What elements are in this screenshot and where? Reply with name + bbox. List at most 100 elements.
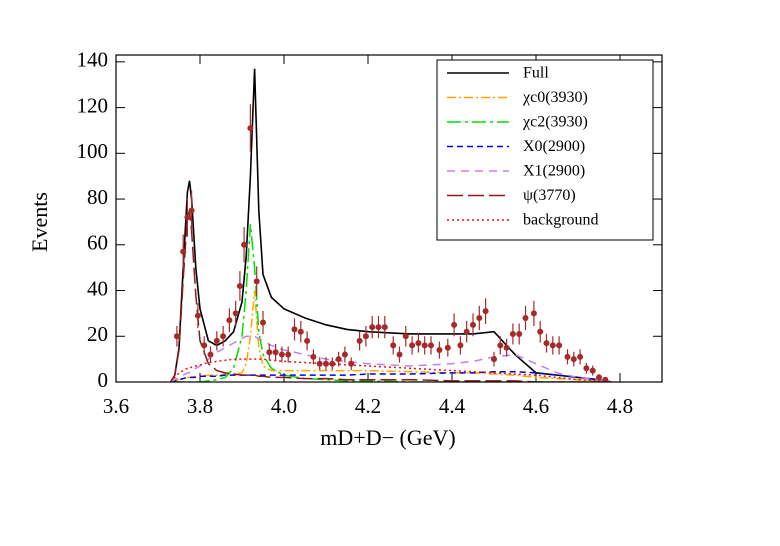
legend-label: X1(2900) bbox=[523, 163, 585, 180]
x-tick-label: 4.4 bbox=[439, 394, 466, 418]
data-point bbox=[396, 351, 403, 358]
data-point bbox=[310, 353, 317, 360]
plot-area bbox=[169, 68, 612, 382]
data-point bbox=[503, 344, 510, 351]
data-point bbox=[335, 356, 342, 363]
y-tick-label: 40 bbox=[87, 276, 108, 300]
data-point bbox=[596, 374, 602, 381]
data-point bbox=[570, 356, 577, 363]
x-tick-label: 4.6 bbox=[523, 394, 549, 418]
data-point bbox=[436, 346, 443, 353]
data-point bbox=[220, 333, 227, 340]
data-point bbox=[207, 351, 214, 358]
data-point bbox=[253, 278, 260, 285]
data-point bbox=[247, 125, 254, 132]
legend-label: ψ(3770) bbox=[523, 187, 576, 204]
data-point bbox=[297, 328, 304, 335]
data-point bbox=[213, 337, 220, 344]
data-point bbox=[491, 356, 497, 363]
data-point bbox=[543, 340, 550, 347]
data-point bbox=[381, 324, 388, 331]
data-point bbox=[463, 328, 470, 335]
data-point bbox=[564, 353, 571, 360]
data-point bbox=[470, 321, 476, 328]
data-point bbox=[522, 314, 529, 321]
data-point bbox=[549, 342, 556, 349]
curve bbox=[170, 224, 612, 382]
data-point bbox=[323, 360, 329, 367]
data-point bbox=[291, 326, 298, 333]
data-point bbox=[184, 214, 191, 221]
data-point bbox=[509, 330, 516, 337]
data-point bbox=[457, 342, 464, 349]
data-point bbox=[201, 342, 208, 349]
data-point bbox=[180, 248, 187, 255]
data-point bbox=[188, 207, 195, 214]
data-point bbox=[304, 337, 311, 344]
data-point bbox=[375, 324, 382, 331]
curve bbox=[169, 210, 612, 382]
data-point bbox=[348, 360, 355, 367]
data-point bbox=[356, 337, 363, 344]
data-point bbox=[476, 314, 483, 321]
data-point bbox=[583, 365, 590, 372]
curve bbox=[169, 68, 612, 382]
data-point bbox=[421, 342, 428, 349]
data-point bbox=[278, 351, 285, 358]
data-point bbox=[362, 333, 369, 340]
legend-label: χc2(3930) bbox=[522, 114, 588, 131]
y-tick-label: 80 bbox=[87, 185, 108, 209]
y-tick-label: 100 bbox=[77, 139, 109, 163]
data-point bbox=[341, 351, 348, 358]
y-tick-label: 20 bbox=[87, 322, 108, 346]
legend-label: X0(2900) bbox=[523, 138, 585, 155]
data-point bbox=[577, 353, 584, 360]
data-point bbox=[241, 241, 248, 248]
data-point bbox=[451, 321, 458, 328]
data-point bbox=[497, 342, 504, 349]
x-tick-label: 4.2 bbox=[355, 394, 381, 418]
data-point bbox=[444, 344, 451, 351]
curve bbox=[170, 335, 612, 382]
data-point bbox=[516, 330, 523, 337]
y-tick-label: 0 bbox=[98, 368, 109, 392]
y-axis-label: Events bbox=[27, 192, 52, 252]
legend-box bbox=[436, 59, 654, 241]
data-point bbox=[266, 349, 273, 356]
x-tick-label: 3.8 bbox=[187, 394, 213, 418]
data-point bbox=[415, 340, 422, 347]
x-tick-label: 4.0 bbox=[271, 394, 297, 418]
data-point bbox=[482, 308, 489, 315]
data-point bbox=[232, 310, 239, 317]
axes-frame bbox=[115, 54, 663, 383]
data-point bbox=[173, 333, 180, 340]
data-point bbox=[236, 282, 243, 289]
x-axis-label: mD+D− (GeV) bbox=[320, 425, 455, 450]
data-point bbox=[316, 360, 323, 367]
legend-label: Full bbox=[523, 65, 549, 82]
data-point bbox=[260, 319, 266, 326]
data-point bbox=[390, 342, 397, 349]
curve bbox=[170, 358, 612, 382]
curve bbox=[170, 370, 612, 382]
data-point bbox=[226, 317, 233, 324]
data-point bbox=[329, 360, 336, 367]
x-tick-label: 3.6 bbox=[103, 394, 129, 418]
legend-label: χc0(3930) bbox=[522, 89, 588, 106]
y-tick-label: 120 bbox=[77, 93, 109, 117]
data-point bbox=[369, 324, 376, 331]
y-tick-label: 140 bbox=[77, 48, 109, 72]
data-point bbox=[556, 342, 563, 349]
data-point bbox=[602, 376, 609, 382]
y-tick-label: 60 bbox=[87, 231, 108, 255]
x-tick-label: 4.8 bbox=[607, 394, 633, 418]
data-point bbox=[272, 349, 279, 356]
data-point bbox=[589, 367, 596, 374]
data-point bbox=[402, 333, 409, 340]
data-point bbox=[194, 312, 201, 319]
legend-label: background bbox=[523, 212, 599, 229]
data-point bbox=[428, 342, 434, 349]
data-point bbox=[409, 342, 416, 349]
data-point bbox=[285, 351, 292, 358]
